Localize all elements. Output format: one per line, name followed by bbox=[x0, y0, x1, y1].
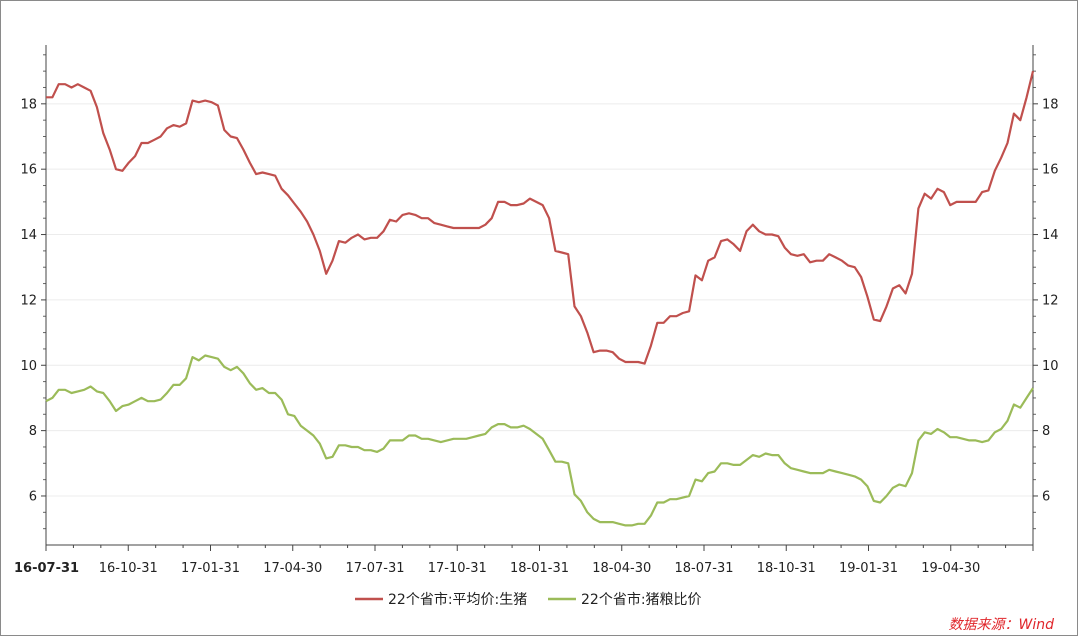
legend-label-2: 22个省市:猪粮比价 bbox=[581, 591, 702, 608]
x-tick-label: 19-01-31 bbox=[839, 561, 898, 576]
y-tick-label-left: 6 bbox=[29, 489, 37, 504]
y-tick-label-right: 10 bbox=[1042, 359, 1059, 374]
x-tick-label: 17-07-31 bbox=[345, 561, 404, 576]
y-tick-label-left: 16 bbox=[20, 163, 37, 178]
x-tick-label: 17-10-31 bbox=[428, 561, 487, 576]
series-line-2 bbox=[45, 354, 1034, 527]
y-tick-label-right: 14 bbox=[1042, 228, 1059, 243]
y-tick-label-left: 18 bbox=[20, 97, 37, 112]
x-tick-label: 18-04-30 bbox=[592, 561, 651, 576]
gridlines bbox=[46, 103, 1033, 497]
x-tick-label: 18-10-31 bbox=[757, 561, 816, 576]
x-tick-label: 17-04-30 bbox=[263, 561, 322, 576]
source-note: 数据来源：Wind bbox=[948, 617, 1055, 633]
y-tick-label-right: 16 bbox=[1042, 163, 1059, 178]
y-tick-label-left: 14 bbox=[20, 228, 37, 243]
series-line-1 bbox=[46, 70, 1035, 365]
y-tick-label-right: 12 bbox=[1042, 293, 1059, 308]
x-tick-label: 18-07-31 bbox=[674, 561, 733, 576]
series-lines bbox=[45, 70, 1035, 527]
y-tick-label-left: 8 bbox=[29, 424, 37, 439]
x-tick-label: 16-07-31 bbox=[14, 561, 79, 576]
legend: 22个省市:平均价:生猪 22个省市:猪粮比价 bbox=[355, 591, 702, 608]
legend-label-1: 22个省市:平均价:生猪 bbox=[388, 591, 527, 608]
x-tick-label: 18-01-31 bbox=[510, 561, 569, 576]
y-tick-label-right: 18 bbox=[1042, 97, 1059, 112]
x-tick-label: 16-10-31 bbox=[99, 561, 158, 576]
axes: 6 6 8 8 10 10 12 12 14 14 16 16 18 18 16-07-31 16-10-31… bbox=[14, 45, 1059, 576]
y-tick-label-right: 6 bbox=[1042, 489, 1050, 504]
x-tick-label: 19-04-30 bbox=[921, 561, 980, 576]
y-tick-label-left: 10 bbox=[20, 359, 37, 374]
y-tick-label-right: 8 bbox=[1042, 424, 1050, 439]
y-tick-label-left: 12 bbox=[20, 293, 37, 308]
x-tick-label: 17-01-31 bbox=[181, 561, 240, 576]
